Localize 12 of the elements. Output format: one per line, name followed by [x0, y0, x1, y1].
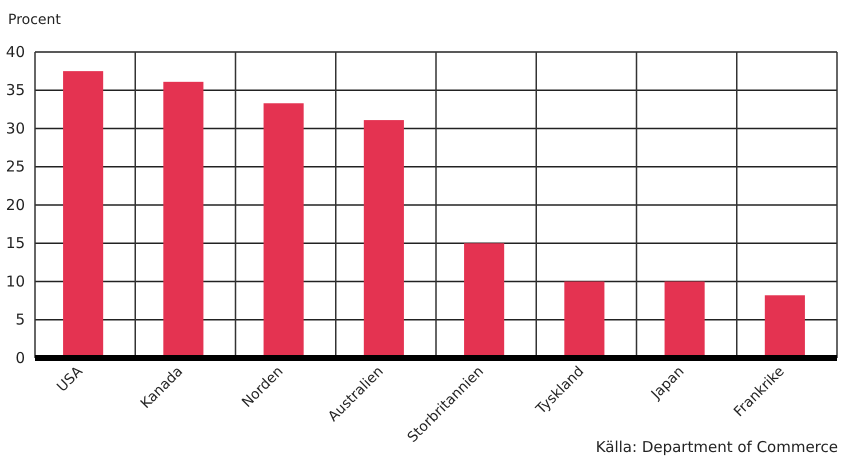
y-tick-label: 5	[15, 310, 25, 329]
x-tick-label: USA	[54, 363, 86, 396]
y-tick-label: 0	[15, 348, 25, 367]
y-tick-label: 35	[6, 81, 25, 100]
y-axis-title: Procent	[8, 12, 62, 28]
y-tick-label: 25	[6, 158, 25, 176]
y-tick-label: 30	[6, 119, 25, 138]
y-tick-label: 15	[6, 234, 25, 252]
y-tick-label: 20	[6, 196, 25, 214]
y-tick-label: 40	[6, 42, 25, 61]
text: Källa: Department of Commerce	[596, 438, 838, 456]
y-tick-label: 10	[6, 272, 25, 290]
